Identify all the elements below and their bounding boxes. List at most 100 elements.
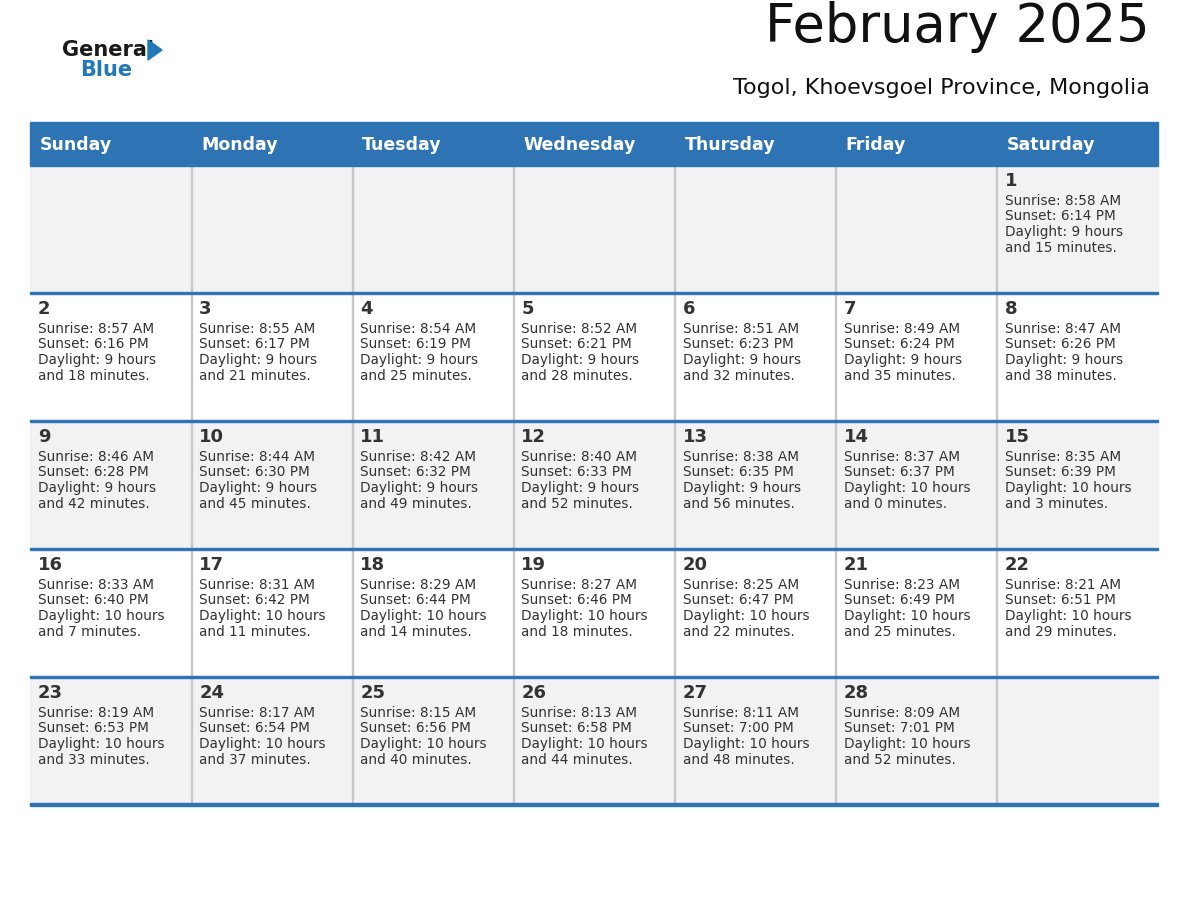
Text: 18: 18 xyxy=(360,556,385,574)
Text: Sunrise: 8:11 AM: Sunrise: 8:11 AM xyxy=(683,706,798,720)
Text: Daylight: 9 hours: Daylight: 9 hours xyxy=(522,481,639,495)
Text: 19: 19 xyxy=(522,556,546,574)
Text: Daylight: 9 hours: Daylight: 9 hours xyxy=(200,353,317,367)
Text: Sunrise: 8:37 AM: Sunrise: 8:37 AM xyxy=(843,450,960,464)
Text: Sunset: 6:28 PM: Sunset: 6:28 PM xyxy=(38,465,148,479)
Text: Daylight: 9 hours: Daylight: 9 hours xyxy=(38,481,156,495)
Text: Friday: Friday xyxy=(846,136,906,154)
Text: Sunrise: 8:35 AM: Sunrise: 8:35 AM xyxy=(1005,450,1121,464)
Text: Daylight: 10 hours: Daylight: 10 hours xyxy=(38,609,165,623)
Text: Daylight: 9 hours: Daylight: 9 hours xyxy=(38,353,156,367)
Text: and 21 minutes.: and 21 minutes. xyxy=(200,368,311,383)
Bar xyxy=(30,803,1158,806)
Text: 25: 25 xyxy=(360,684,385,702)
Text: Daylight: 9 hours: Daylight: 9 hours xyxy=(683,353,801,367)
Text: Sunrise: 8:19 AM: Sunrise: 8:19 AM xyxy=(38,706,154,720)
Text: and 42 minutes.: and 42 minutes. xyxy=(38,497,150,510)
Text: General: General xyxy=(62,40,154,60)
Text: 7: 7 xyxy=(843,300,857,318)
Text: Sunrise: 8:27 AM: Sunrise: 8:27 AM xyxy=(522,578,638,592)
Text: Sunset: 6:17 PM: Sunset: 6:17 PM xyxy=(200,338,310,352)
Text: 6: 6 xyxy=(683,300,695,318)
Text: Sunrise: 8:33 AM: Sunrise: 8:33 AM xyxy=(38,578,154,592)
Text: Daylight: 10 hours: Daylight: 10 hours xyxy=(1005,481,1131,495)
Text: Sunset: 6:30 PM: Sunset: 6:30 PM xyxy=(200,465,310,479)
Text: Tuesday: Tuesday xyxy=(362,136,442,154)
Text: Daylight: 9 hours: Daylight: 9 hours xyxy=(360,353,479,367)
Text: February 2025: February 2025 xyxy=(765,1,1150,53)
Bar xyxy=(30,420,1158,422)
Text: and 18 minutes.: and 18 minutes. xyxy=(522,624,633,639)
Text: 22: 22 xyxy=(1005,556,1030,574)
Text: and 40 minutes.: and 40 minutes. xyxy=(360,753,472,767)
Text: 26: 26 xyxy=(522,684,546,702)
Text: 17: 17 xyxy=(200,556,225,574)
Text: Sunrise: 8:54 AM: Sunrise: 8:54 AM xyxy=(360,322,476,336)
Text: Sunset: 6:47 PM: Sunset: 6:47 PM xyxy=(683,594,794,608)
Bar xyxy=(30,676,1158,678)
Text: Daylight: 9 hours: Daylight: 9 hours xyxy=(200,481,317,495)
Text: Daylight: 10 hours: Daylight: 10 hours xyxy=(843,481,971,495)
Text: 1: 1 xyxy=(1005,172,1017,190)
Bar xyxy=(30,164,1158,166)
Text: Sunset: 6:37 PM: Sunset: 6:37 PM xyxy=(843,465,954,479)
Text: Saturday: Saturday xyxy=(1007,136,1095,154)
Text: Togol, Khoevsgoel Province, Mongolia: Togol, Khoevsgoel Province, Mongolia xyxy=(733,78,1150,98)
Text: Sunrise: 8:31 AM: Sunrise: 8:31 AM xyxy=(200,578,315,592)
Text: and 29 minutes.: and 29 minutes. xyxy=(1005,624,1117,639)
Text: Sunset: 6:16 PM: Sunset: 6:16 PM xyxy=(38,338,148,352)
Text: 14: 14 xyxy=(843,428,868,446)
Text: Monday: Monday xyxy=(201,136,278,154)
Text: Sunrise: 8:09 AM: Sunrise: 8:09 AM xyxy=(843,706,960,720)
Text: Thursday: Thursday xyxy=(684,136,776,154)
Text: Sunset: 6:33 PM: Sunset: 6:33 PM xyxy=(522,465,632,479)
Text: Sunset: 6:26 PM: Sunset: 6:26 PM xyxy=(1005,338,1116,352)
Text: Sunset: 6:58 PM: Sunset: 6:58 PM xyxy=(522,722,632,735)
Text: 2: 2 xyxy=(38,300,51,318)
Text: Sunset: 7:00 PM: Sunset: 7:00 PM xyxy=(683,722,794,735)
Text: Daylight: 10 hours: Daylight: 10 hours xyxy=(200,737,326,751)
Text: Sunset: 6:56 PM: Sunset: 6:56 PM xyxy=(360,722,472,735)
Text: Sunrise: 8:21 AM: Sunrise: 8:21 AM xyxy=(1005,578,1120,592)
Text: 20: 20 xyxy=(683,556,708,574)
Text: Sunset: 6:51 PM: Sunset: 6:51 PM xyxy=(1005,594,1116,608)
Text: and 28 minutes.: and 28 minutes. xyxy=(522,368,633,383)
Text: and 25 minutes.: and 25 minutes. xyxy=(360,368,472,383)
Text: Daylight: 10 hours: Daylight: 10 hours xyxy=(38,737,165,751)
Text: Sunday: Sunday xyxy=(40,136,112,154)
Text: and 18 minutes.: and 18 minutes. xyxy=(38,368,150,383)
Text: Daylight: 10 hours: Daylight: 10 hours xyxy=(843,737,971,751)
Text: Sunset: 6:21 PM: Sunset: 6:21 PM xyxy=(522,338,632,352)
Bar xyxy=(30,548,1158,676)
Text: Sunset: 6:35 PM: Sunset: 6:35 PM xyxy=(683,465,794,479)
Text: 15: 15 xyxy=(1005,428,1030,446)
Text: and 35 minutes.: and 35 minutes. xyxy=(843,368,955,383)
Text: 5: 5 xyxy=(522,300,533,318)
Text: and 48 minutes.: and 48 minutes. xyxy=(683,753,795,767)
Text: Sunrise: 8:23 AM: Sunrise: 8:23 AM xyxy=(843,578,960,592)
Text: and 37 minutes.: and 37 minutes. xyxy=(200,753,311,767)
Polygon shape xyxy=(148,40,162,60)
Text: and 32 minutes.: and 32 minutes. xyxy=(683,368,795,383)
Text: and 56 minutes.: and 56 minutes. xyxy=(683,497,795,510)
Text: Daylight: 10 hours: Daylight: 10 hours xyxy=(522,737,647,751)
Text: Sunset: 7:01 PM: Sunset: 7:01 PM xyxy=(843,722,954,735)
Text: Sunset: 6:39 PM: Sunset: 6:39 PM xyxy=(1005,465,1116,479)
Text: and 49 minutes.: and 49 minutes. xyxy=(360,497,472,510)
Text: Sunrise: 8:55 AM: Sunrise: 8:55 AM xyxy=(200,322,315,336)
Bar xyxy=(30,420,1158,548)
Text: 8: 8 xyxy=(1005,300,1017,318)
Text: Daylight: 10 hours: Daylight: 10 hours xyxy=(360,609,487,623)
Text: 3: 3 xyxy=(200,300,211,318)
Text: Sunrise: 8:15 AM: Sunrise: 8:15 AM xyxy=(360,706,476,720)
Text: Sunset: 6:54 PM: Sunset: 6:54 PM xyxy=(200,722,310,735)
Text: Sunrise: 8:29 AM: Sunrise: 8:29 AM xyxy=(360,578,476,592)
Bar xyxy=(30,676,1158,804)
Text: and 33 minutes.: and 33 minutes. xyxy=(38,753,150,767)
Bar xyxy=(30,548,1158,550)
Bar xyxy=(30,122,1158,126)
Text: Daylight: 9 hours: Daylight: 9 hours xyxy=(360,481,479,495)
Text: Sunset: 6:32 PM: Sunset: 6:32 PM xyxy=(360,465,470,479)
Bar xyxy=(30,126,1158,164)
Text: Sunset: 6:49 PM: Sunset: 6:49 PM xyxy=(843,594,955,608)
